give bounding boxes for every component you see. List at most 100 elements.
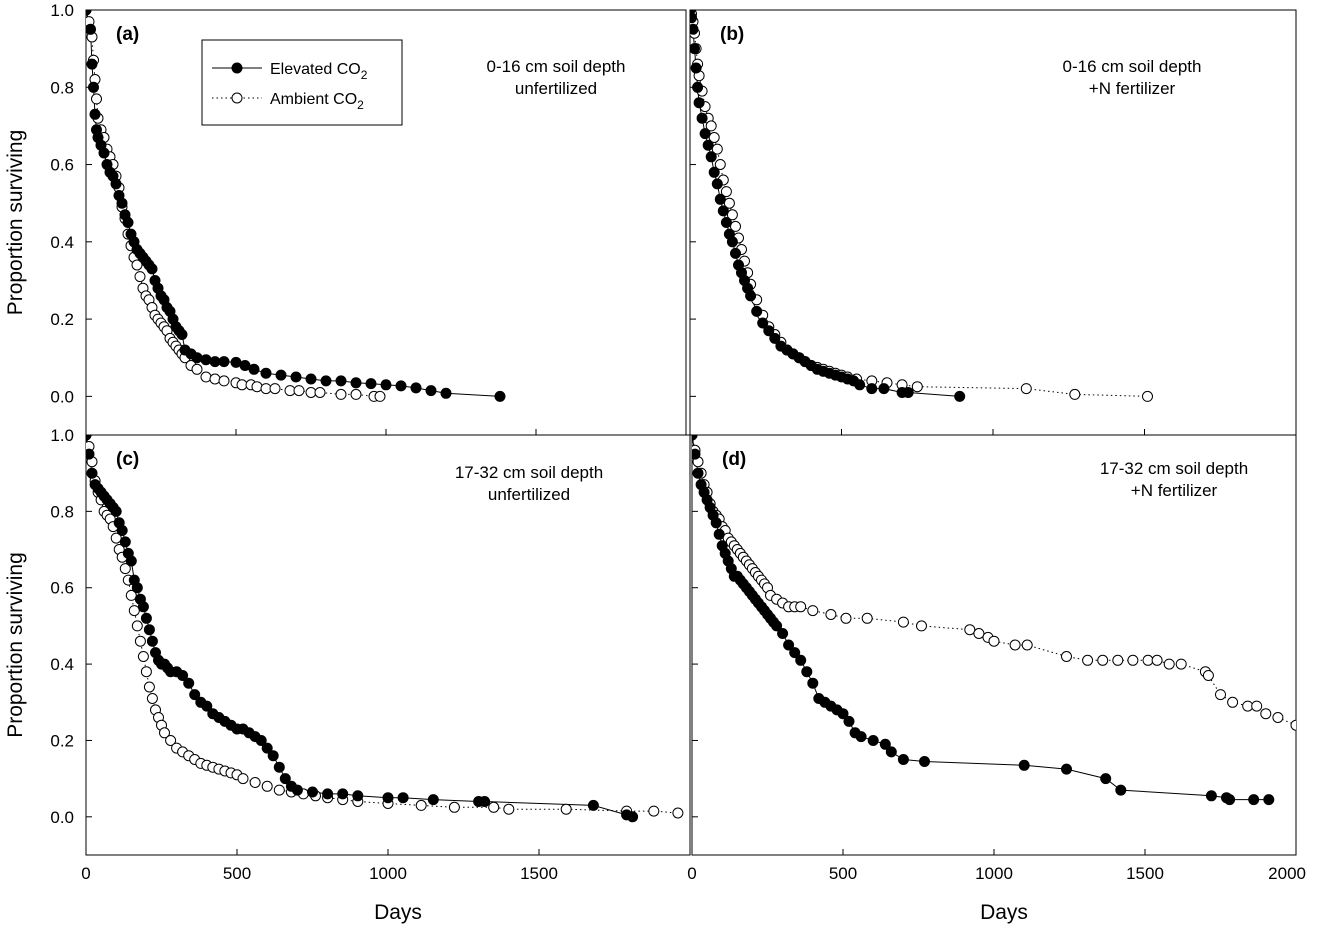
panel-annotation-line: 0-16 cm soil depth: [1063, 57, 1202, 76]
elevated-co2-point: [273, 761, 285, 773]
ambient-co2-point: [807, 605, 819, 617]
elevated-co2-point: [397, 792, 409, 804]
elevated-co2-point: [866, 383, 878, 395]
elevated-co2-point: [801, 666, 813, 678]
ambient-co2-point: [1069, 388, 1081, 400]
elevated-co2-point: [275, 369, 287, 381]
elevated-co2-point: [902, 387, 914, 398]
ambient-co2-point: [131, 620, 143, 632]
elevated-co2-point: [837, 708, 849, 720]
elevated-co2-point: [261, 742, 273, 754]
ambient-co2-point: [560, 803, 572, 815]
ambient-co2-point: [143, 681, 155, 693]
panel-label: (b): [720, 24, 744, 45]
elevated-co2-point: [690, 12, 697, 24]
ambient-co2-point: [237, 773, 249, 785]
ambient-co2-point: [159, 727, 170, 739]
x-tick-label: 0: [81, 864, 90, 883]
elevated-co2-point: [255, 735, 267, 746]
elevated-co2-point: [352, 790, 364, 802]
ambient-co2-point: [415, 799, 427, 811]
elevated-co2-point: [131, 582, 143, 594]
elevated-co2-point: [693, 97, 705, 109]
elevated-co2-point: [717, 205, 729, 217]
y-tick-label: 0.2: [50, 310, 74, 329]
y-tick-label: 0.2: [50, 731, 74, 750]
elevated-co2-point: [425, 385, 437, 397]
ambient-co2-point: [261, 780, 273, 792]
elevated-co2-point: [410, 382, 422, 394]
ambient-co2-point: [840, 612, 852, 624]
ambient-co2-point: [1202, 670, 1214, 681]
ambient-co2-point: [711, 143, 723, 155]
ambient-co2-point: [1215, 689, 1226, 701]
panel-b: (b) 0-16 cm soil depth +N fertilizer: [689, 9, 1297, 436]
ambient-co2-point: [708, 132, 720, 143]
y-tick-label: 0.6: [50, 156, 74, 175]
elevated-co2-point: [382, 792, 394, 804]
ambient-co2-point: [350, 388, 362, 400]
ambient-co2-line: [692, 435, 1296, 726]
panel-annotation-line: +N fertilizer: [1089, 79, 1176, 98]
elevated-co2-point: [230, 356, 242, 368]
ambient-co2-point: [825, 609, 837, 620]
elevated-co2-point: [843, 715, 855, 727]
elevated-co2-point: [587, 799, 599, 811]
ambient-co2-point: [916, 620, 927, 632]
ambient-co2-point: [1151, 654, 1163, 666]
elevated-co2-point: [751, 305, 763, 317]
panel-annotation-line: +N fertilizer: [1131, 481, 1218, 500]
ambient-co2-point: [1163, 658, 1175, 670]
elevated-co2-point: [757, 317, 769, 329]
panel-annotation-line: unfertilized: [488, 485, 570, 504]
elevated-co2-point: [714, 193, 726, 205]
ambient-co2-point: [374, 390, 386, 402]
elevated-co2-point: [291, 784, 303, 796]
x-tick-label: 0: [687, 864, 696, 883]
plot-frame: [689, 9, 1297, 436]
y-tick-label: 1.0: [50, 1, 74, 20]
elevated-co2-point: [720, 217, 732, 228]
elevated-co2-point: [699, 128, 711, 140]
elevated-co2-point: [1224, 794, 1236, 806]
y-tick-label: 0.8: [50, 78, 74, 97]
ambient-co2-point: [726, 209, 738, 221]
elevated-co2-point: [692, 81, 704, 93]
ambient-co2-point: [314, 387, 326, 398]
ambient-co2-point: [218, 375, 230, 387]
ambient-co2-point: [720, 186, 732, 198]
ambient-co2-point: [1082, 654, 1094, 666]
elevated-co2-point: [290, 371, 302, 383]
ambient-co2-point: [861, 612, 873, 624]
elevated-co2-point: [110, 178, 122, 190]
x-tick-label: 500: [829, 864, 857, 883]
elevated-co2-point: [627, 811, 639, 823]
elevated-co2-point: [885, 746, 897, 758]
elevated-co2-point: [201, 700, 213, 712]
elevated-co2-point: [122, 217, 134, 228]
ambient-co2-point: [1260, 708, 1272, 720]
elevated-co2-point: [146, 263, 158, 275]
elevated-co2-point: [919, 756, 930, 767]
ambient-co2-point: [146, 693, 158, 704]
elevated-co2-point: [897, 754, 909, 765]
ambient-co2-point: [448, 801, 460, 813]
panel-annotation-line: 17-32 cm soil depth: [1100, 459, 1248, 478]
ambient-co2-point: [1272, 712, 1284, 723]
elevated-co2-point: [337, 788, 349, 800]
elevated-co2-point: [745, 290, 757, 302]
elevated-co2-point: [427, 794, 439, 806]
elevated-co2-point: [690, 43, 700, 55]
y-tick-label: 0.6: [50, 579, 74, 598]
ambient-co2-point: [131, 259, 143, 271]
legend-marker-filled: [231, 62, 243, 74]
elevated-co2-point: [86, 23, 96, 35]
elevated-co2-point: [305, 373, 317, 385]
elevated-co2-point: [267, 750, 279, 762]
panel-label: (a): [116, 24, 139, 45]
ambient-co2-point: [134, 271, 146, 283]
panel-d: 0 500 1000 1500 2000 Days (d) 17-32 cm soil dep…: [687, 434, 1306, 924]
elevated-co2-point: [777, 628, 789, 639]
elevated-co2-point: [710, 517, 722, 529]
elevated-co2-point: [86, 448, 95, 460]
